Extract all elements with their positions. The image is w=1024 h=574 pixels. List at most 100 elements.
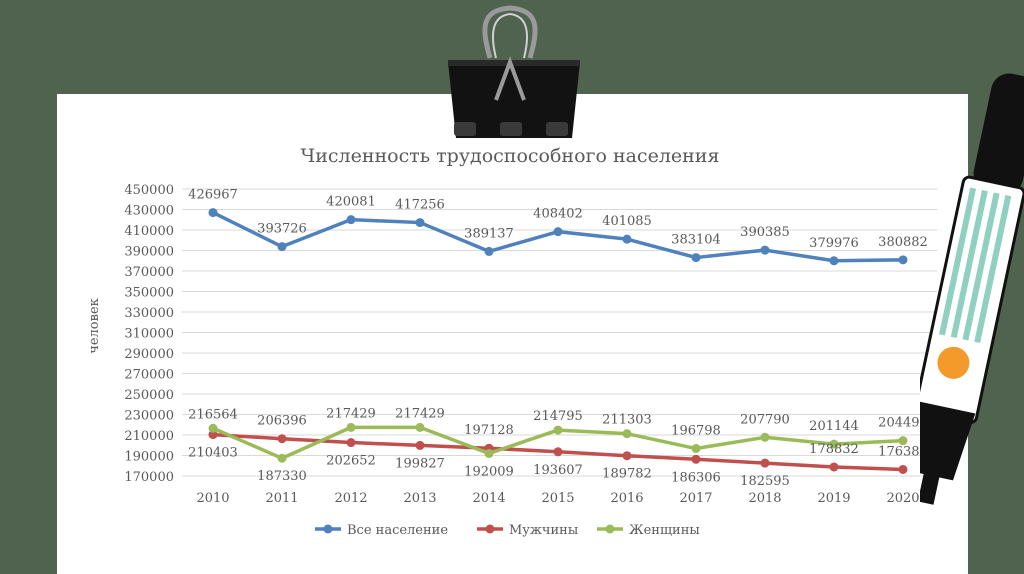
data-point xyxy=(898,464,908,474)
y-tick-label: 250000 xyxy=(124,388,174,403)
data-point xyxy=(760,432,770,442)
x-tick-label: 2014 xyxy=(472,491,505,506)
binder-clip-icon xyxy=(448,5,580,138)
data-point xyxy=(346,438,356,448)
data-point xyxy=(484,246,494,256)
data-label: 178832 xyxy=(809,442,859,457)
data-label: 202652 xyxy=(326,454,376,469)
data-label: 401085 xyxy=(602,214,652,229)
data-point xyxy=(484,448,494,458)
data-point xyxy=(415,218,425,228)
data-point xyxy=(829,439,839,449)
line-chart: Численность трудоспособного населения 17… xyxy=(87,145,937,538)
data-point xyxy=(208,208,218,218)
y-tick-label: 310000 xyxy=(124,327,174,342)
x-tick-label: 2020 xyxy=(886,491,919,506)
data-label: 193607 xyxy=(533,463,583,478)
series-group xyxy=(208,208,908,474)
data-label: 379976 xyxy=(809,236,859,251)
data-point xyxy=(277,434,287,444)
y-tick-label: 170000 xyxy=(124,470,174,485)
y-tick-label: 210000 xyxy=(124,429,174,444)
legend-marker xyxy=(605,524,615,534)
y-tick-label: 270000 xyxy=(124,368,174,383)
data-label: 408402 xyxy=(533,207,583,222)
x-tick-label: 2015 xyxy=(541,491,574,506)
data-point xyxy=(760,245,770,255)
legend-label: Все население xyxy=(347,523,448,538)
data-point xyxy=(277,242,287,252)
data-point xyxy=(553,227,563,237)
data-label: 196798 xyxy=(671,424,721,439)
y-tick-label: 290000 xyxy=(124,347,174,362)
marker-pen-icon xyxy=(920,73,1024,505)
data-label: 393726 xyxy=(257,222,307,237)
x-tick-label: 2016 xyxy=(610,491,643,506)
y-tick-label: 350000 xyxy=(124,286,174,301)
y-tick-label: 430000 xyxy=(124,204,174,219)
data-point xyxy=(346,422,356,432)
y-tick-label: 410000 xyxy=(124,224,174,239)
data-label: 207790 xyxy=(740,412,790,427)
data-point xyxy=(415,422,425,432)
data-label: 182595 xyxy=(740,474,790,489)
legend: Все население Мужчины Женщины xyxy=(315,523,700,538)
data-label: 201144 xyxy=(809,419,859,434)
data-point xyxy=(415,440,425,450)
data-point xyxy=(898,436,908,446)
data-point xyxy=(691,454,701,464)
data-point xyxy=(691,444,701,454)
data-label: 189782 xyxy=(602,467,652,482)
chart-paper: Численность трудоспособного населения 17… xyxy=(57,94,968,574)
x-tick-label: 2013 xyxy=(403,491,436,506)
y-axis-label: человек xyxy=(87,298,102,354)
x-tick-label: 2010 xyxy=(196,491,229,506)
data-label: 380882 xyxy=(878,235,928,250)
y-tick-label: 390000 xyxy=(124,245,174,260)
legend-label: Мужчины xyxy=(509,523,578,538)
x-tick-label: 2019 xyxy=(817,491,850,506)
data-label: 216564 xyxy=(188,407,238,422)
y-tick-label: 370000 xyxy=(124,265,174,280)
data-point xyxy=(691,253,701,263)
data-label: 217429 xyxy=(326,406,376,421)
x-tick-label: 2018 xyxy=(748,491,781,506)
data-point xyxy=(622,429,632,439)
data-label: 211303 xyxy=(602,413,652,428)
data-label: 210403 xyxy=(188,446,238,461)
data-point xyxy=(553,447,563,457)
data-label: 186306 xyxy=(671,470,721,485)
data-point xyxy=(829,256,839,266)
data-label: 390385 xyxy=(740,225,790,240)
data-point xyxy=(277,453,287,463)
data-label: 383104 xyxy=(671,233,721,248)
legend-marker xyxy=(323,524,333,534)
data-point xyxy=(760,458,770,468)
data-label: 420081 xyxy=(326,195,376,210)
data-label: 204498 xyxy=(878,416,928,431)
y-tick-label: 190000 xyxy=(124,450,174,465)
legend-label: Женщины xyxy=(629,523,700,538)
x-tick-label: 2011 xyxy=(265,491,298,506)
y-axis-ticks: 170000 190000 210000 230000 250000 270000 2900… xyxy=(124,183,174,485)
data-label: 197128 xyxy=(464,423,514,438)
legend-marker xyxy=(485,524,495,534)
x-tick-label: 2012 xyxy=(334,491,367,506)
data-labels: 426967 393726 420081 417256 389137 408402 4010… xyxy=(188,188,928,489)
data-point xyxy=(829,462,839,472)
data-point xyxy=(622,234,632,244)
data-label: 199827 xyxy=(395,456,445,471)
data-label: 217429 xyxy=(395,406,445,421)
data-label: 417256 xyxy=(395,198,445,213)
data-point xyxy=(553,425,563,435)
data-point xyxy=(898,255,908,265)
data-label: 206396 xyxy=(257,414,307,429)
data-label: 389137 xyxy=(464,226,514,241)
data-label: 426967 xyxy=(188,188,238,203)
data-label: 187330 xyxy=(257,469,307,484)
data-point xyxy=(208,430,218,440)
data-label: 214795 xyxy=(533,409,583,424)
y-tick-label: 230000 xyxy=(124,409,174,424)
x-tick-label: 2017 xyxy=(679,491,712,506)
data-label: 176384 xyxy=(878,444,928,459)
